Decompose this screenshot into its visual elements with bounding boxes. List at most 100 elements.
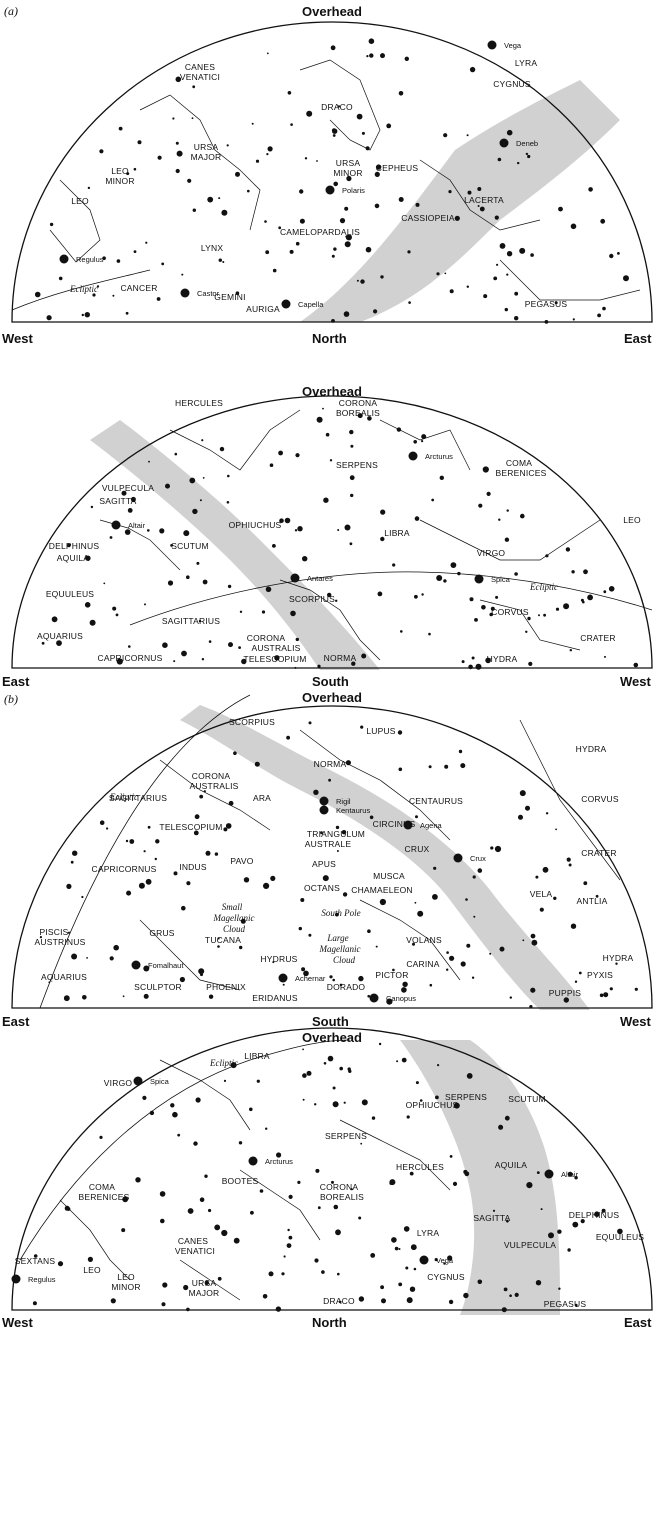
background-star [32, 1301, 37, 1306]
ecliptic-label: Ecliptic [69, 284, 98, 294]
background-star [333, 247, 337, 251]
background-star [460, 763, 466, 769]
background-star [328, 778, 331, 782]
constellation-label: COMA [506, 458, 532, 468]
background-star [434, 1258, 438, 1262]
panel-tag-b: (b) [4, 692, 18, 706]
constellation-label: VIRGO [477, 548, 506, 558]
background-star [89, 619, 96, 626]
background-star [343, 1101, 346, 1104]
background-star [321, 1270, 325, 1274]
background-star [634, 987, 638, 991]
background-star [162, 642, 168, 648]
constellation-label: LIBRA [384, 528, 410, 538]
background-star [295, 637, 299, 642]
background-star [118, 126, 123, 131]
star-label: Rigil [336, 797, 351, 806]
background-star [407, 250, 411, 254]
constellation-label: CENTAURUS [409, 796, 463, 806]
background-star [265, 586, 272, 593]
background-star [380, 53, 385, 59]
background-star [261, 610, 266, 614]
ecliptic-label: Ecliptic [109, 792, 138, 802]
background-star [272, 961, 275, 964]
background-star [444, 764, 449, 769]
background-star [315, 1168, 320, 1173]
star-label: Canopus [386, 994, 416, 1003]
constellation-label: SCUTUM [508, 1094, 546, 1104]
star-label: Spica [150, 1077, 170, 1086]
constellation-label: CANES [185, 62, 215, 72]
background-star [233, 1237, 240, 1244]
background-star [580, 1219, 585, 1224]
background-star [46, 315, 52, 321]
star-dot [278, 973, 288, 983]
constellation-label: SERPENS [336, 460, 378, 470]
background-star [335, 912, 339, 917]
constellation-label: SAGITTA [99, 496, 136, 506]
background-star [126, 890, 132, 896]
background-star [405, 1266, 409, 1270]
background-star [461, 660, 465, 664]
background-star [58, 276, 63, 281]
constellation-label: INDUS [179, 862, 207, 872]
background-star [599, 993, 604, 998]
background-star [323, 497, 329, 503]
constellation-label: SEXTANS [15, 1256, 56, 1266]
background-star [332, 1101, 339, 1108]
constellation-label: SAGITTARIUS [109, 793, 167, 803]
constellation-label: ARA [253, 793, 271, 803]
background-star [351, 661, 356, 666]
background-star [567, 1248, 571, 1252]
background-star [506, 251, 513, 257]
background-star [472, 875, 476, 879]
background-star [503, 1287, 508, 1292]
background-star [172, 117, 175, 120]
background-star [431, 498, 435, 502]
constellation-label: AQUILA [57, 553, 90, 563]
background-star [617, 1228, 623, 1235]
background-star [99, 820, 105, 825]
constellation-label: AUSTRINUS [35, 937, 86, 947]
background-star [70, 860, 74, 864]
star-label: Altair [561, 1170, 579, 1179]
background-star [569, 649, 572, 652]
background-star [330, 45, 336, 51]
background-star [609, 987, 613, 991]
background-star [400, 630, 403, 633]
constellation-label: MINOR [333, 168, 362, 178]
star-dot [369, 993, 379, 1003]
direction-center: North [312, 331, 347, 346]
background-star [269, 463, 274, 468]
sky-feature-label: Small [222, 902, 243, 912]
background-star [339, 1066, 344, 1071]
background-star [208, 1208, 212, 1213]
background-star [448, 1299, 454, 1305]
background-star [202, 579, 208, 585]
constellation-label: LACERTA [464, 195, 504, 205]
background-star [339, 983, 343, 987]
background-star [313, 789, 319, 795]
constellation-label: CEPHEUS [376, 163, 419, 173]
background-star [221, 1229, 228, 1237]
star-dot [319, 796, 329, 806]
background-star [274, 655, 280, 661]
background-star [587, 594, 593, 601]
background-star [256, 1079, 260, 1083]
background-star [192, 208, 196, 212]
constellation-label: CRUX [405, 844, 430, 854]
sky-feature-label: Magellanic [213, 913, 255, 923]
background-star [415, 1081, 419, 1085]
background-star [81, 313, 85, 317]
constellation-label: TRIANGULUM [307, 829, 365, 839]
constellation-label: APUS [312, 859, 336, 869]
star-dot [290, 573, 300, 583]
constellation-label: VENATICI [180, 72, 220, 82]
background-star [494, 215, 499, 220]
background-star [356, 113, 363, 120]
background-star [331, 319, 335, 323]
background-star [247, 189, 250, 193]
background-star [145, 878, 152, 885]
background-star [249, 1107, 253, 1112]
background-star [64, 1205, 70, 1211]
